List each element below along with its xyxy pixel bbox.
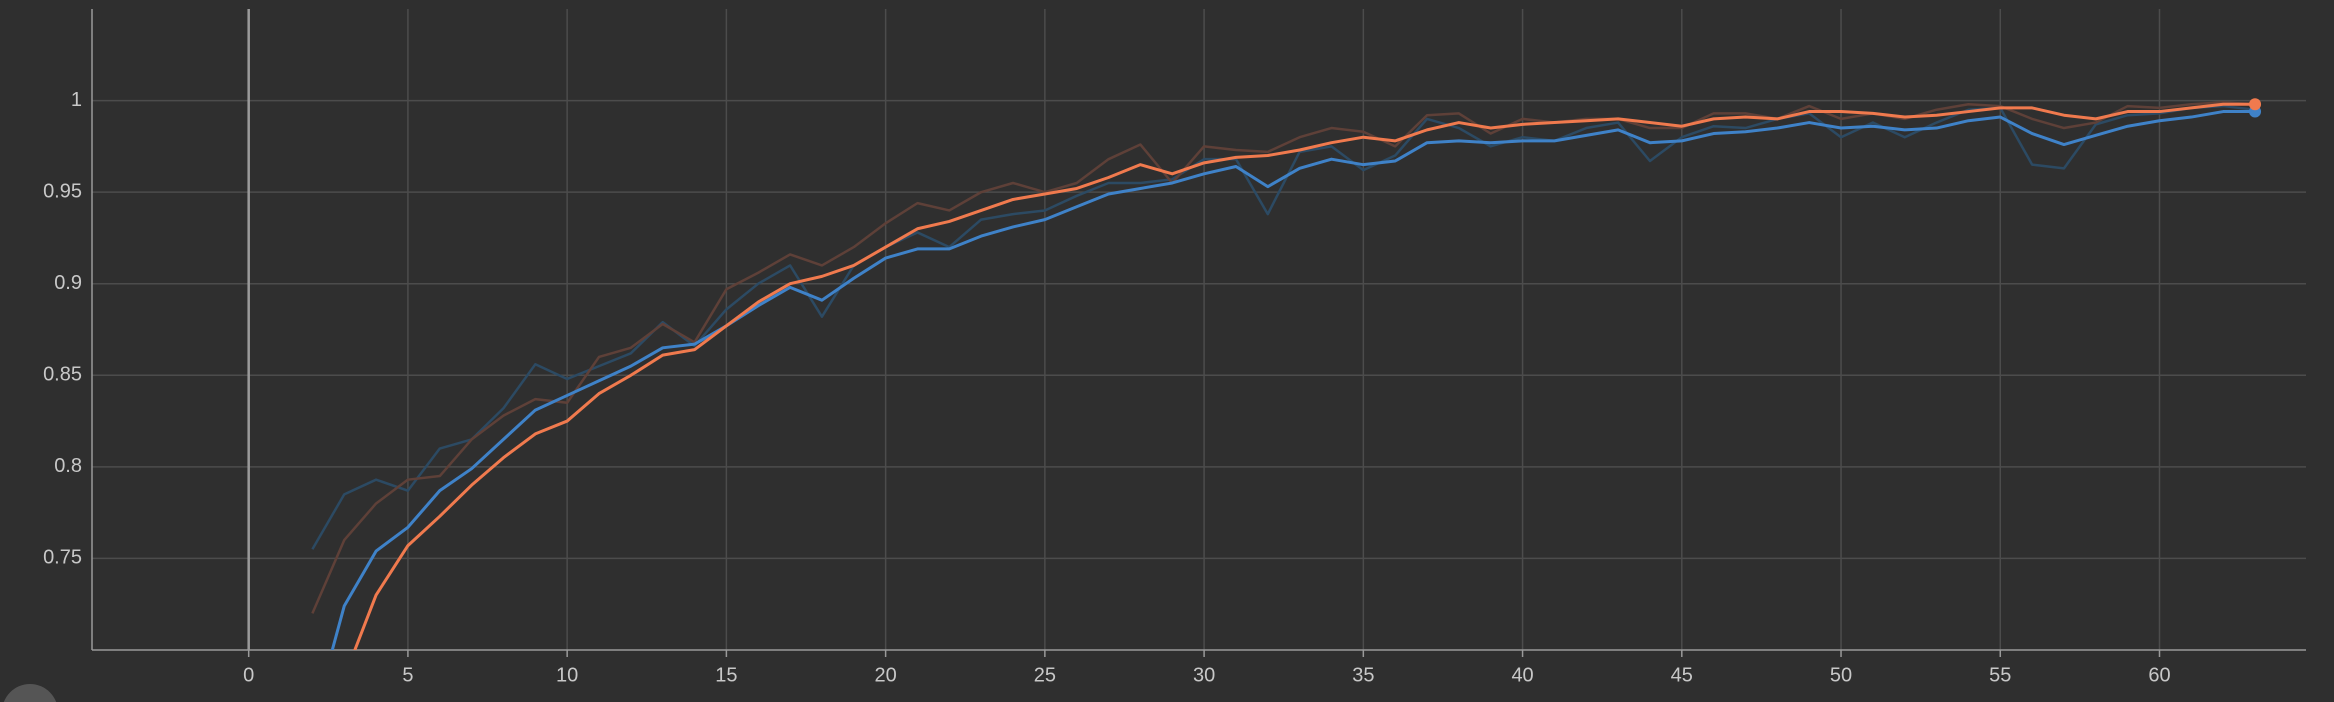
x-tick-label: 40 xyxy=(1511,664,1533,686)
x-tick-label: 60 xyxy=(2148,664,2170,686)
x-tick-label: 0 xyxy=(243,664,254,686)
x-tick-label: 25 xyxy=(1034,664,1056,686)
y-tick-label: 0.85 xyxy=(43,364,82,386)
grid xyxy=(92,9,2306,650)
series-line xyxy=(311,101,2256,614)
y-tick-label: 0.9 xyxy=(54,272,82,294)
y-tick-label: 0.8 xyxy=(54,455,82,477)
x-tick-label: 35 xyxy=(1352,664,1374,686)
series-line xyxy=(311,104,2256,550)
y-tick-label: 0.75 xyxy=(43,547,82,569)
control-button[interactable] xyxy=(2,684,58,702)
x-tick-label: 10 xyxy=(556,664,578,686)
x-tick-label: 50 xyxy=(1830,664,1852,686)
x-tick-label: 30 xyxy=(1193,664,1215,686)
x-tick-label: 20 xyxy=(875,664,897,686)
x-tick-label: 15 xyxy=(715,664,737,686)
y-tick-label: 1 xyxy=(71,89,82,111)
x-tick-label: 45 xyxy=(1671,664,1693,686)
series-line xyxy=(353,102,2256,650)
x-tick-label: 55 xyxy=(1989,664,2011,686)
x-tick-label: 5 xyxy=(402,664,413,686)
y-tick-label: 0.95 xyxy=(43,180,82,202)
series-line xyxy=(330,110,2256,650)
plot-area xyxy=(311,101,2256,650)
last-point xyxy=(2249,98,2262,111)
